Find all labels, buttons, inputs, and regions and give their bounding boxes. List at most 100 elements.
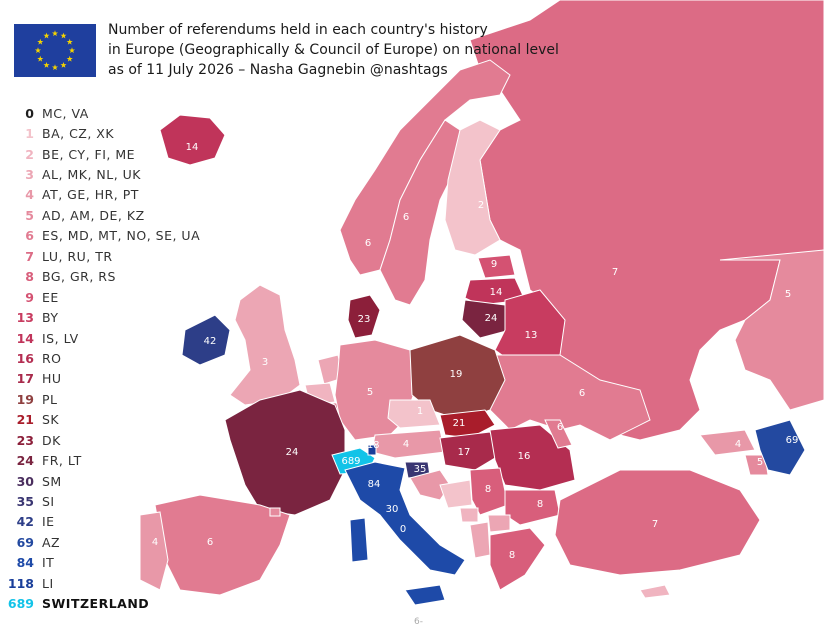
map-label-fr: 24	[286, 447, 299, 458]
eu-star	[43, 32, 50, 39]
legend-countries: DK	[42, 432, 61, 448]
title-line-2: in Europe (Geographically & Council of E…	[108, 42, 559, 58]
country-lt	[461, 299, 511, 339]
map-label-dk: 23	[358, 314, 371, 325]
country-es	[154, 494, 291, 596]
country-fi	[444, 119, 501, 256]
legend-row: 4 AT, GE, HR, PT	[6, 185, 200, 205]
eu-star	[37, 55, 44, 62]
legend-countries: AL, MK, NL, UK	[42, 167, 141, 183]
legend-countries: AT, GE, HR, PT	[42, 187, 139, 203]
eu-star	[60, 32, 67, 39]
legend-countries: LI	[42, 575, 54, 591]
country-cy	[639, 584, 671, 599]
title-line-3: as of 11 July 2026 – Nasha Gagnebin @nas…	[108, 62, 448, 78]
legend-countries: HU	[42, 371, 62, 387]
legend-countries: SI	[42, 494, 55, 510]
legend-value: 689	[7, 596, 34, 612]
legend-value: 16	[16, 350, 34, 366]
country-ad	[269, 507, 281, 517]
legend-row: 14 IS, LV	[6, 328, 200, 348]
map-label-kz: 5	[785, 289, 791, 300]
legend-countries: MC, VA	[42, 105, 89, 121]
legend-row: 21 SK	[6, 410, 200, 430]
map-label-uk: 3	[262, 357, 268, 368]
country-pt	[139, 511, 169, 591]
legend-row: 7 LU, RU, TR	[6, 246, 200, 266]
map-label-se: 6	[365, 238, 371, 249]
country-mk	[487, 514, 511, 533]
map-label-de: 5	[367, 387, 373, 398]
eu-star	[66, 38, 73, 45]
legend-row: 689 SWITZERLAND	[6, 594, 200, 614]
legend-countries: AZ	[42, 534, 61, 550]
map-label-ie: 42	[204, 336, 217, 347]
legend-row: 3 AL, MK, NL, UK	[6, 164, 200, 184]
map-label-va: 0	[400, 524, 406, 535]
country-sk	[439, 409, 496, 439]
legend-row: 24 FR, LT	[6, 450, 200, 470]
eu-star	[51, 64, 59, 71]
legend-row: 69 AZ	[6, 532, 200, 552]
legend-row: 8 BG, GR, RS	[6, 267, 200, 287]
legend-value: 23	[16, 432, 34, 448]
map-label-is: 14	[186, 142, 199, 153]
map-label-sk: 21	[453, 418, 466, 429]
legend-row: 16 RO	[6, 348, 200, 368]
map-label-am: 5	[757, 457, 763, 468]
map-label-cz: 1	[417, 406, 423, 417]
map-label-es: 6	[207, 537, 213, 548]
legend-value: 84	[16, 555, 34, 571]
legend-row: 35 SI	[6, 491, 200, 511]
country-kz	[719, 249, 824, 411]
eu-star	[60, 62, 67, 68]
country-gr	[489, 527, 546, 591]
legend-value: 118	[7, 575, 34, 591]
map-label-pt: 4	[152, 537, 158, 548]
eu-star	[37, 38, 44, 45]
map-label-ua: 6	[579, 388, 585, 399]
legend-value: 30	[16, 473, 34, 489]
legend-row: 30 SM	[6, 471, 200, 491]
legend-row: 6 ES, MD, MT, NO, SE, UA	[6, 226, 200, 246]
map-label-by: 13	[525, 330, 538, 341]
country-hu	[439, 431, 501, 471]
map-label-lt: 24	[485, 313, 498, 324]
map-title: Number of referendums held in each count…	[108, 20, 559, 80]
legend-countries: LU, RU, TR	[42, 248, 113, 264]
legend-countries: IS, LV	[42, 330, 79, 346]
legend-value: 42	[16, 514, 34, 530]
legend-countries: SK	[42, 412, 60, 428]
country-ge	[699, 429, 756, 456]
footer-text: 6-	[414, 617, 423, 627]
eu-star	[43, 62, 50, 68]
country-dk	[347, 294, 381, 339]
country-az	[754, 419, 806, 476]
map-label-gr: 8	[509, 550, 515, 561]
legend-countries: BA, CZ, XK	[42, 126, 115, 142]
legend-value: 35	[16, 494, 34, 510]
legend-value: 8	[25, 269, 34, 285]
eu-flag	[14, 24, 96, 77]
map-label-si: 35	[414, 464, 427, 475]
legend-countries: IE	[42, 514, 55, 530]
legend-value: 9	[25, 289, 34, 305]
map-label-rs: 8	[485, 484, 491, 495]
legend-countries: BE, CY, FI, ME	[42, 146, 136, 162]
country-bg	[504, 489, 561, 526]
country-md	[544, 419, 573, 449]
country-li	[367, 444, 377, 456]
legend-value: 14	[16, 330, 34, 346]
country-it-sardinia	[349, 517, 369, 563]
country-me	[459, 507, 479, 523]
country-ba	[439, 479, 473, 509]
map-label-md: 6	[557, 422, 563, 433]
legend-row: 9 EE	[6, 287, 200, 307]
map-label-ee: 9	[491, 259, 497, 270]
legend-countries: BY	[42, 310, 59, 326]
map-label-hu: 17	[458, 447, 471, 458]
country-cz	[387, 399, 441, 429]
map-label-fi: 2	[478, 200, 484, 211]
legend-value: 13	[16, 310, 34, 326]
legend-countries: ES, MD, MT, NO, SE, UA	[42, 228, 201, 244]
